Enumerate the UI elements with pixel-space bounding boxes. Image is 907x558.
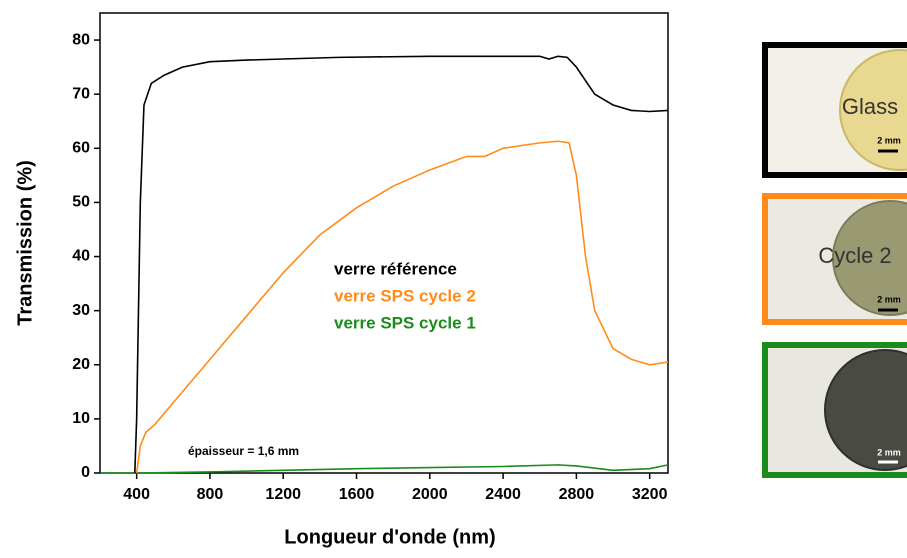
y-tick-label: 50: [72, 194, 90, 211]
series-line: [135, 140, 669, 474]
y-tick-label: 0: [81, 464, 90, 481]
inset-label: Cycle 2: [818, 243, 891, 268]
x-tick-label: 1600: [339, 486, 375, 503]
x-tick-label: 1200: [265, 486, 301, 503]
scale-bar-label: 2 mm: [877, 135, 901, 145]
plot-frame: [99, 12, 669, 474]
scale-bar-label: 2 mm: [877, 294, 901, 304]
y-tick-label: 20: [72, 356, 90, 373]
y-tick-label: 60: [72, 140, 90, 157]
glass-sample: [839, 49, 907, 171]
y-tick-label: 30: [72, 302, 90, 319]
x-tick-label: 3200: [632, 486, 668, 503]
x-axis-title: Longueur d'onde (nm): [284, 526, 495, 548]
annotation: épaisseur = 1,6 mm: [188, 444, 299, 458]
legend-entry: verre SPS cycle 1: [334, 313, 476, 332]
series-line: [134, 55, 669, 474]
y-tick-label: 80: [72, 31, 90, 48]
series-line: [100, 464, 669, 474]
x-tick-label: 400: [123, 486, 150, 503]
inset-label: Glass: [842, 94, 898, 119]
cycle1-sample: [824, 349, 907, 471]
y-tick-label: 10: [72, 410, 90, 427]
y-axis-title: Transmission (%): [14, 160, 36, 326]
legend-entry: verre référence: [334, 259, 457, 278]
x-tick-label: 2800: [559, 486, 595, 503]
y-tick-label: 40: [72, 248, 90, 265]
x-tick-label: 2400: [485, 486, 521, 503]
inset-photos: Glass Cycle 2 2 mm 2 mm 2 mm: [762, 42, 907, 478]
x-tick-label: 800: [197, 486, 224, 503]
x-tick-label: 2000: [412, 486, 448, 503]
legend-entry: verre SPS cycle 2: [334, 286, 476, 305]
y-tick-label: 70: [72, 85, 90, 102]
scale-bar-label: 2 mm: [877, 447, 901, 457]
cycle2-sample: [832, 200, 907, 316]
